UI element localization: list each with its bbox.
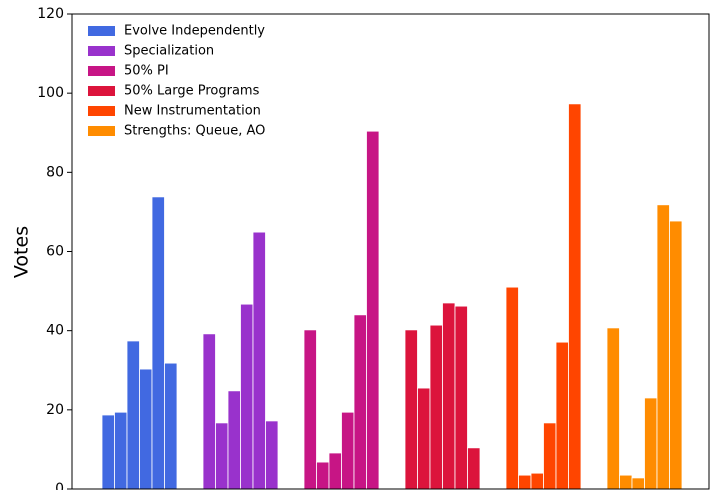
legend-label: 50% PI [124, 64, 169, 79]
bar [543, 422, 557, 490]
legend-label: Specialization [124, 44, 214, 59]
y-tick-label: 80 [46, 164, 64, 180]
legend-swatch [88, 126, 115, 136]
bar [669, 220, 683, 490]
y-tick-label: 40 [46, 323, 64, 339]
bar [644, 397, 658, 490]
bar [429, 324, 443, 490]
legend-label: 50% Large Programs [124, 84, 260, 99]
bar [404, 329, 418, 490]
bar [202, 333, 216, 490]
bar [631, 477, 645, 490]
bar [467, 447, 481, 490]
bar [316, 461, 330, 490]
bar [568, 103, 582, 490]
y-tick-label: 120 [37, 6, 64, 22]
plot-frame [71, 13, 710, 490]
y-tick-label: 100 [37, 85, 64, 101]
bar [353, 314, 367, 490]
legend-label: New Instrumentation [124, 104, 261, 119]
bar [454, 305, 468, 490]
bar [530, 472, 544, 490]
bar [366, 130, 380, 490]
bar [442, 302, 456, 490]
y-tick-label: 60 [46, 244, 64, 260]
legend-swatch [88, 26, 115, 36]
y-tick-label: 20 [46, 402, 64, 418]
y-tick-label: 0 [55, 481, 64, 490]
bar [114, 411, 128, 490]
bar [417, 387, 431, 490]
legend-swatch [88, 46, 115, 56]
bar [164, 362, 178, 490]
legend-label: Strengths: Queue, AO [124, 124, 265, 139]
legend-label: Evolve Independently [124, 24, 265, 39]
legend-swatch [88, 66, 115, 76]
bar [656, 204, 670, 490]
bar [328, 452, 342, 490]
bar [240, 303, 254, 490]
bar [619, 474, 633, 490]
bar [126, 340, 140, 490]
bar [265, 420, 279, 490]
y-axis-label: Votes [11, 226, 33, 278]
bar [101, 414, 115, 490]
bar [252, 231, 266, 490]
legend-swatch [88, 106, 115, 116]
bar [606, 327, 620, 490]
bar [505, 286, 519, 490]
bar [303, 329, 317, 490]
bar [555, 341, 569, 490]
bar [151, 196, 165, 490]
bar [215, 422, 229, 490]
bar [227, 390, 241, 490]
legend-swatch [88, 86, 115, 96]
bar [518, 474, 532, 490]
bar [341, 411, 355, 490]
bar [139, 368, 153, 490]
